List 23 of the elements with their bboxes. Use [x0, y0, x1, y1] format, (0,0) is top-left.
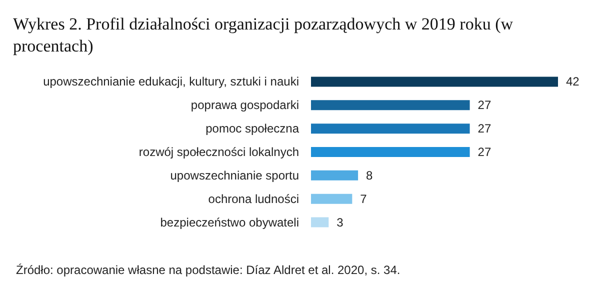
- data-label: 27: [478, 98, 492, 112]
- data-label: 3: [336, 215, 344, 230]
- bar: [311, 76, 558, 87]
- chart-title: Wykres 2. Profil działalności organizacji pozarządowych w 2019 roku (w procentach): [13, 14, 522, 56]
- data-label: 8: [366, 168, 374, 182]
- data-label: 27: [478, 145, 492, 159]
- y-tick-label: upowszechnianie sportu: [170, 168, 299, 182]
- bar: [311, 100, 470, 110]
- data-label: 27: [478, 122, 492, 136]
- y-tick-label: rozwój społeczności lokalnych: [138, 145, 299, 159]
- bar: [311, 147, 470, 157]
- y-tick-label: bezpieczeństwo obywateli: [160, 215, 299, 230]
- text: Źródło: opracowanie własne na podstawie: Díaz Aldret et al. 2020, s. 34.: [16, 263, 400, 277]
- y-tick-label: poprawa gospodarki: [190, 98, 299, 112]
- y-tick-label: pomoc społeczna: [206, 122, 300, 136]
- bar: [311, 124, 470, 134]
- data-label: 42: [566, 74, 580, 89]
- y-tick-label: upowszechnianie edukacji, kultury, sztuki i nauki: [43, 74, 299, 89]
- data-label: 7: [360, 192, 368, 206]
- bar: [311, 170, 358, 180]
- bar: [311, 217, 329, 228]
- bar: [311, 194, 352, 204]
- y-tick-label: ochrona ludności: [208, 192, 299, 206]
